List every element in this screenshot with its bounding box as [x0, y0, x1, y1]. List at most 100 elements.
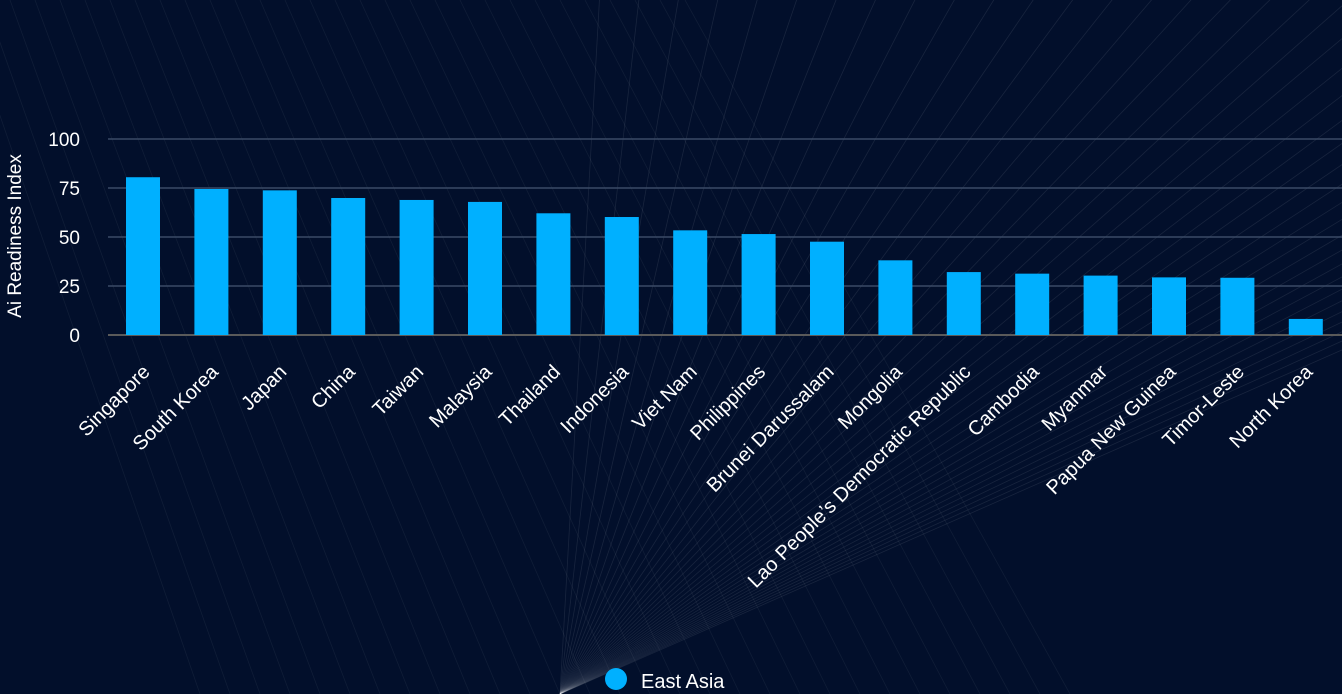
decorative-line [209, 0, 501, 694]
decorative-line [559, 120, 1342, 694]
decorative-line [559, 0, 600, 694]
bar[interactable] [1083, 275, 1118, 335]
decorative-line [559, 276, 1342, 694]
y-tick-label: 25 [59, 277, 80, 298]
decorative-line [559, 0, 1074, 694]
decorative-line [559, 331, 1342, 694]
decorative-line [559, 38, 1342, 694]
decorative-line [559, 0, 758, 694]
decorative-line [584, 0, 951, 694]
decorative-line [84, 0, 351, 694]
decorative-line [559, 95, 1342, 694]
decorative-line [0, 41, 231, 694]
decorative-line [359, 0, 681, 694]
bar[interactable] [536, 213, 571, 335]
x-tick-label: China [307, 360, 360, 413]
decorative-line [534, 0, 891, 694]
decorative-line [559, 311, 1342, 694]
decorative-line [484, 0, 831, 694]
decorative-line [409, 0, 741, 694]
bar[interactable] [946, 272, 981, 335]
decorative-line [559, 183, 1342, 694]
bar[interactable] [741, 234, 776, 335]
bar[interactable] [1015, 273, 1050, 335]
bar[interactable] [262, 190, 297, 335]
y-tick-label: 100 [48, 130, 80, 151]
decorative-line [634, 0, 1011, 694]
decorative-line [159, 0, 441, 694]
decorative-line [559, 249, 1342, 694]
decorative-line [384, 0, 711, 694]
decorative-line [559, 0, 640, 694]
bar[interactable] [1220, 277, 1255, 335]
x-tick-label: Japan [237, 361, 291, 415]
decorative-line [559, 0, 1034, 694]
decorative-line [459, 0, 801, 694]
decorative-line [559, 0, 876, 694]
decorative-line [184, 0, 471, 694]
bar[interactable] [1288, 318, 1323, 335]
bar[interactable] [399, 199, 434, 335]
x-tick-label: Thailand [495, 361, 565, 431]
decorative-line [559, 67, 1342, 694]
bar[interactable] [1152, 277, 1186, 335]
decorative-line [559, 300, 1342, 694]
bar[interactable] [810, 241, 844, 335]
bar[interactable] [468, 201, 502, 335]
y-tick-label: 0 [69, 326, 80, 347]
y-axis-ticks: 0 25 50 75 100 [48, 130, 80, 347]
decorative-line [559, 0, 995, 694]
decorative-line [0, 114, 201, 694]
decorative-line [559, 0, 1113, 694]
decorative-line [684, 0, 1071, 694]
decorative-line [34, 0, 291, 694]
bar[interactable] [878, 260, 913, 335]
decorative-line [284, 0, 591, 694]
decorative-line [559, 340, 1342, 694]
decorative-line [559, 349, 1342, 694]
x-tick-label: Taiwan [369, 361, 429, 421]
decorative-line [334, 0, 651, 694]
decorative-line [559, 234, 1342, 694]
x-tick-label: Cambodia [964, 360, 1045, 441]
bar[interactable] [126, 177, 160, 335]
decorative-line [559, 288, 1342, 694]
bar[interactable] [331, 197, 366, 335]
decorative-line [559, 321, 1342, 694]
y-tick-label: 75 [59, 179, 80, 200]
grid-lines [108, 138, 1342, 336]
legend-marker-east-asia [605, 668, 627, 690]
decorative-line [559, 0, 1231, 694]
x-tick-label: Viet Nam [628, 361, 701, 434]
bar[interactable] [604, 217, 639, 335]
legend-label-east-asia: East Asia [641, 671, 725, 693]
decorative-line [559, 218, 1342, 694]
decorative-line [559, 5, 1342, 694]
decorative-line [559, 201, 1342, 694]
decorative-line [509, 0, 861, 694]
decorative-line [434, 0, 771, 694]
decorative-line [9, 0, 261, 694]
decorative-line [59, 0, 321, 694]
decorative-line [559, 164, 1342, 694]
decorative-line [559, 263, 1342, 694]
decorative-line [109, 0, 381, 694]
decorative-line [659, 0, 1041, 694]
legend[interactable]: East Asia [605, 668, 725, 693]
decorative-line [559, 0, 955, 694]
y-axis-label: Ai Readiness Index [5, 154, 26, 318]
x-tick-label: Malaysia [425, 360, 497, 432]
bar[interactable] [194, 188, 229, 335]
decorative-line [559, 142, 1342, 694]
decorative-line [234, 0, 531, 694]
decorative-line [559, 0, 837, 694]
bar[interactable] [673, 230, 708, 335]
bars [126, 177, 1323, 335]
x-tick-label: Indonesia [556, 360, 634, 438]
decorative-line [559, 0, 921, 694]
decorative-line [559, 0, 1310, 694]
decorative-line [559, 0, 1271, 694]
decorative-line [309, 0, 621, 694]
